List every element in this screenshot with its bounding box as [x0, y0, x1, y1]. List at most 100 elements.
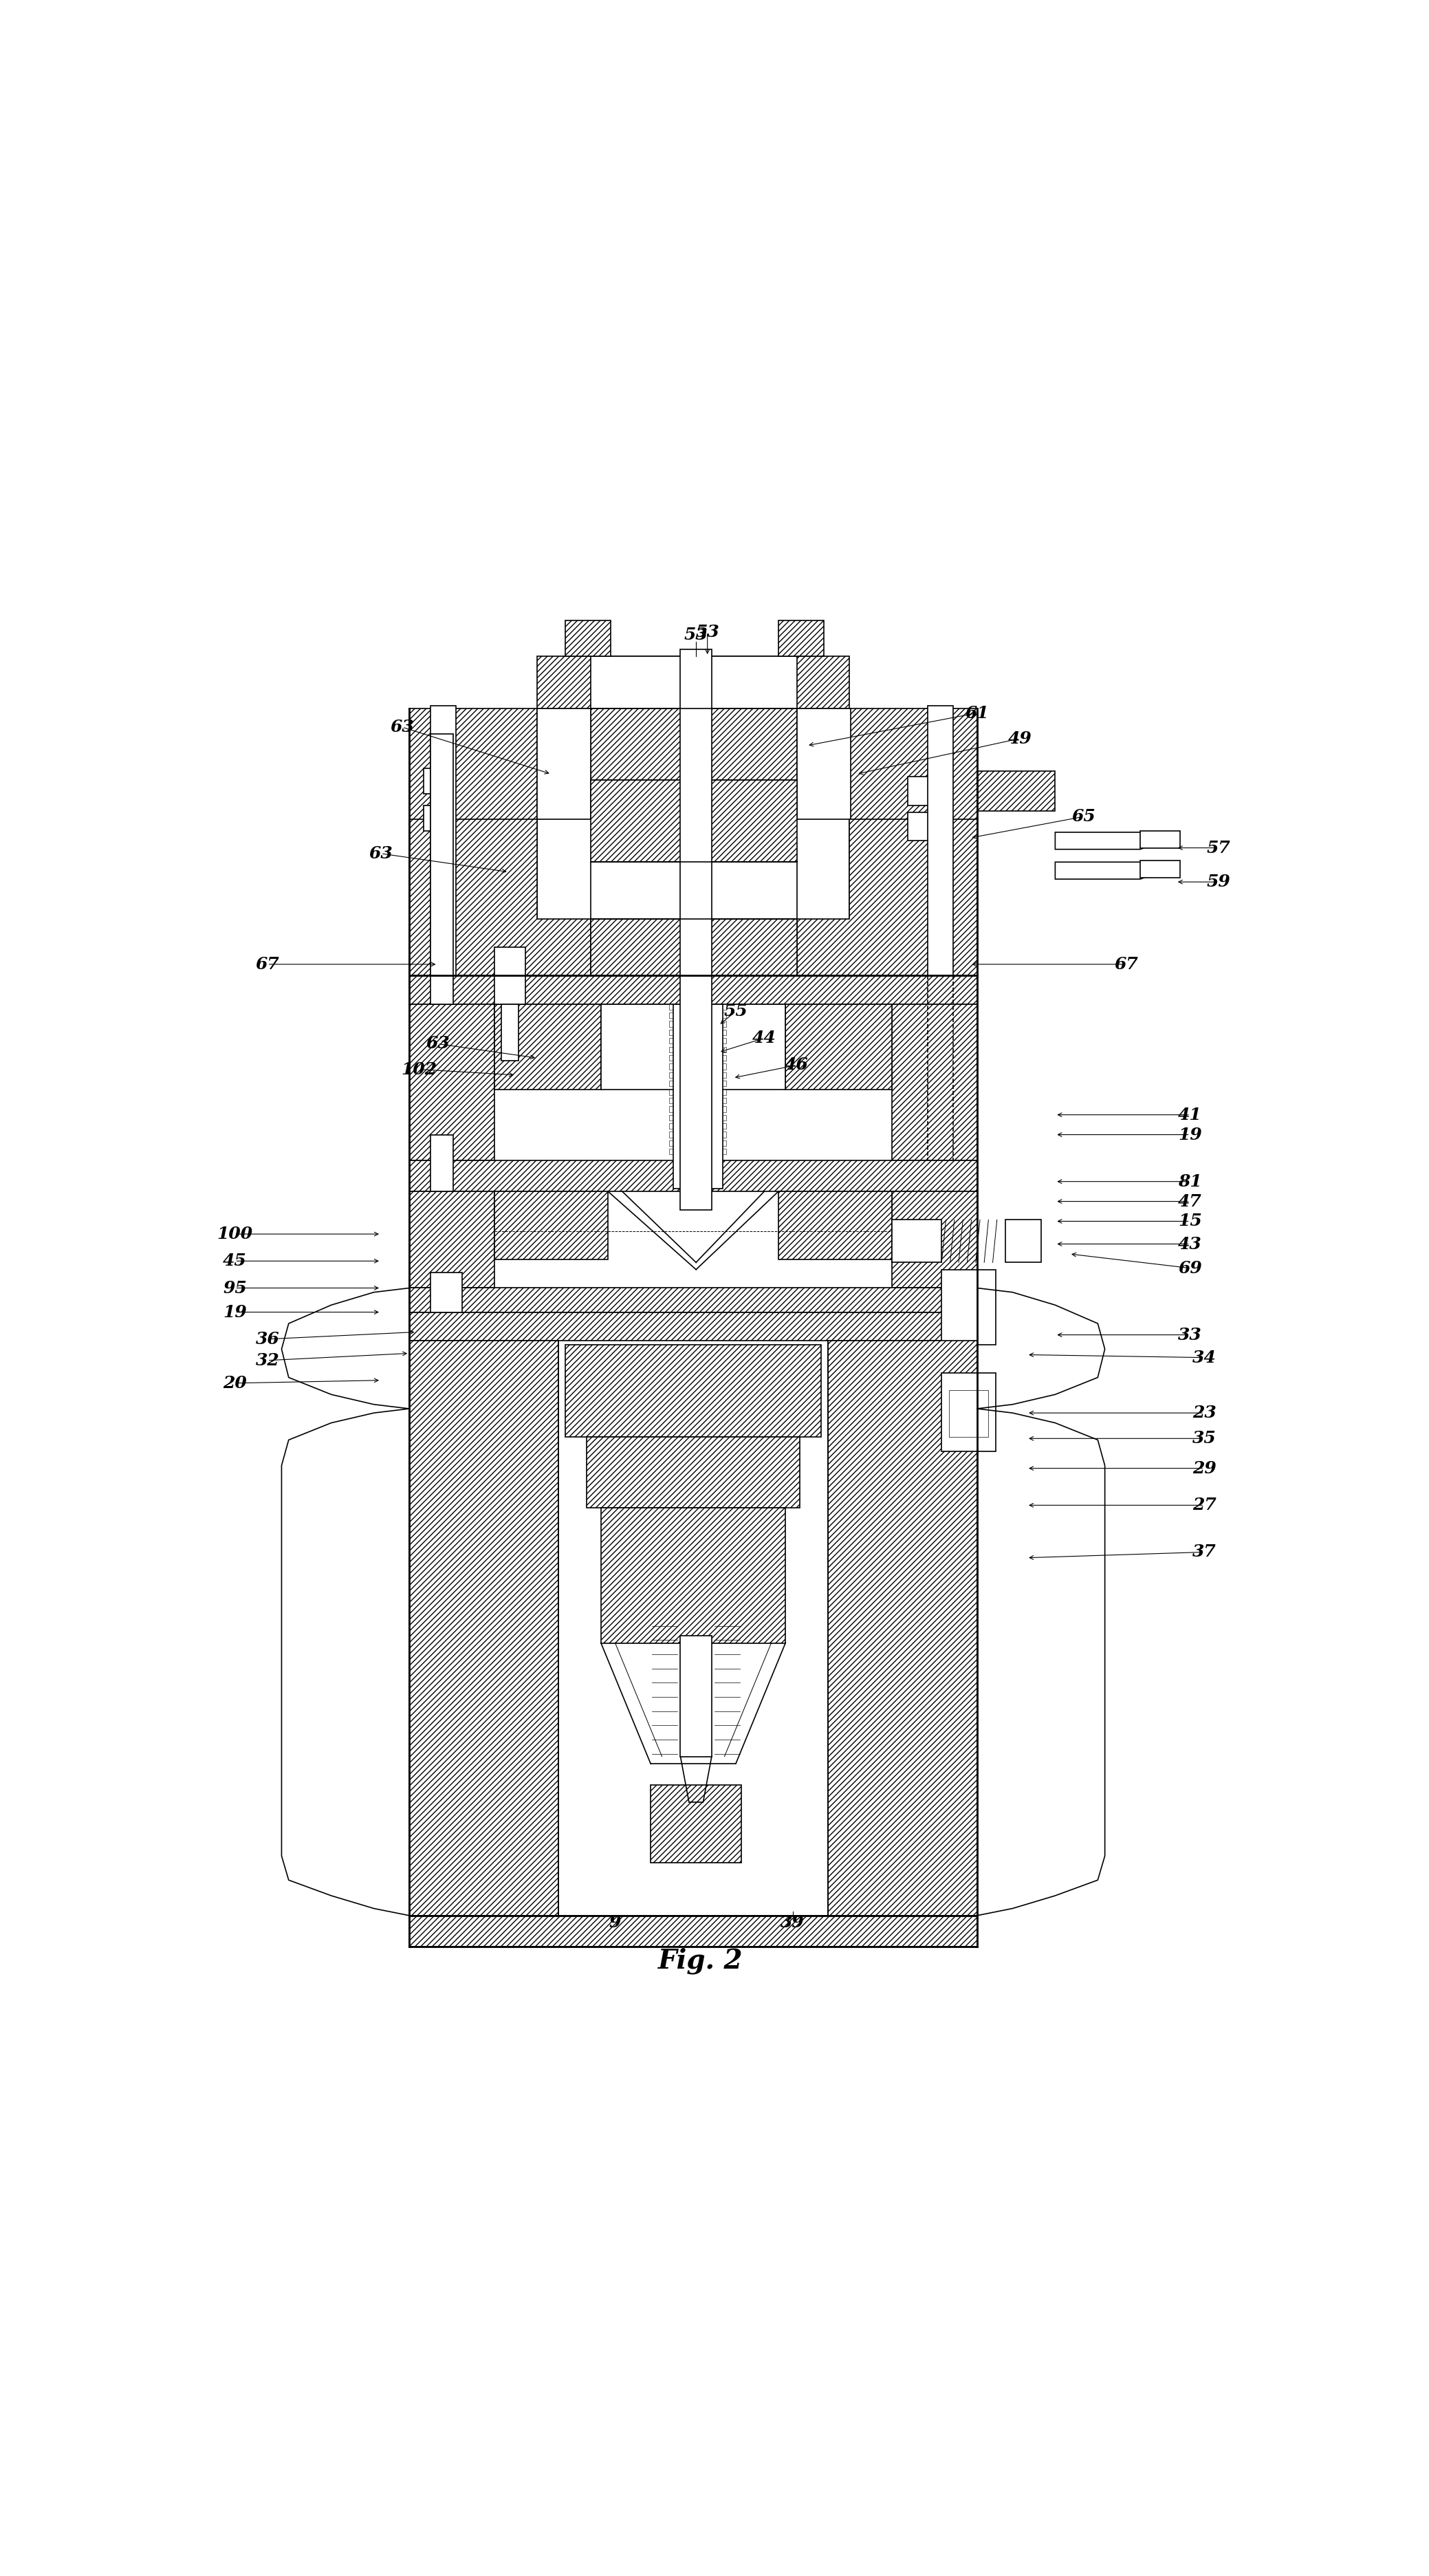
Text: 65: 65 — [1072, 809, 1096, 824]
Bar — [669, 1072, 726, 1077]
Polygon shape — [409, 708, 537, 976]
Text: 100: 100 — [217, 1226, 253, 1242]
Bar — [942, 1270, 996, 1345]
Text: 19: 19 — [223, 1303, 247, 1321]
Bar — [669, 1090, 726, 1095]
Bar — [423, 806, 454, 832]
Bar — [680, 649, 712, 1211]
Text: 102: 102 — [402, 1061, 437, 1077]
Bar — [669, 1012, 726, 1018]
Bar — [927, 706, 953, 976]
Polygon shape — [566, 1345, 820, 1437]
Polygon shape — [602, 1507, 786, 1643]
Polygon shape — [977, 1288, 1105, 1409]
Text: 34: 34 — [1192, 1350, 1216, 1365]
Bar — [602, 1005, 786, 1090]
Text: 67: 67 — [256, 956, 279, 974]
Bar — [494, 948, 526, 1005]
Text: 32: 32 — [256, 1352, 279, 1368]
Polygon shape — [977, 1409, 1105, 1917]
Bar — [669, 1131, 726, 1139]
Polygon shape — [537, 657, 849, 708]
Text: 61: 61 — [965, 706, 989, 721]
Text: 95: 95 — [223, 1280, 247, 1296]
Bar — [669, 1097, 726, 1103]
Text: 59: 59 — [1206, 873, 1230, 891]
Bar — [502, 1005, 519, 1061]
Text: 47: 47 — [1177, 1193, 1202, 1211]
Polygon shape — [409, 1193, 494, 1288]
Text: 37: 37 — [1192, 1543, 1216, 1561]
Polygon shape — [409, 1005, 494, 1159]
Text: 33: 33 — [1177, 1327, 1202, 1342]
Text: 44: 44 — [752, 1030, 776, 1046]
Bar — [430, 734, 453, 1005]
Text: 81: 81 — [1177, 1172, 1202, 1190]
Polygon shape — [827, 1340, 977, 1917]
Polygon shape — [1055, 863, 1152, 878]
Polygon shape — [849, 708, 977, 976]
Text: 27: 27 — [1192, 1497, 1216, 1515]
Bar — [669, 1123, 726, 1128]
Bar — [669, 1020, 726, 1028]
Text: 15: 15 — [1177, 1213, 1202, 1229]
Text: 19: 19 — [1177, 1126, 1202, 1144]
Bar — [669, 1141, 726, 1146]
Polygon shape — [409, 819, 592, 976]
Bar — [673, 1005, 723, 1188]
Bar — [892, 1221, 942, 1262]
Polygon shape — [786, 1005, 892, 1090]
Text: 69: 69 — [1177, 1260, 1202, 1275]
Polygon shape — [282, 1288, 409, 1409]
Bar — [1140, 832, 1180, 848]
Polygon shape — [409, 1917, 977, 1947]
Text: 67: 67 — [1115, 956, 1137, 974]
Polygon shape — [592, 708, 797, 781]
Polygon shape — [494, 1193, 609, 1260]
Text: 63: 63 — [426, 1036, 450, 1051]
Text: 49: 49 — [1007, 729, 1032, 747]
Text: 57: 57 — [1206, 840, 1230, 855]
Bar — [430, 1133, 453, 1193]
Bar — [949, 1391, 989, 1437]
Bar — [669, 1038, 726, 1043]
Polygon shape — [282, 1409, 409, 1917]
Text: 63: 63 — [369, 845, 393, 863]
Bar — [592, 863, 797, 920]
Bar — [669, 1005, 726, 1010]
Text: 46: 46 — [785, 1056, 809, 1074]
Bar — [779, 621, 823, 657]
Bar — [1006, 1221, 1040, 1262]
Bar — [977, 770, 1055, 811]
Text: 63: 63 — [390, 719, 414, 734]
Text: 39: 39 — [780, 1914, 805, 1932]
Text: 20: 20 — [223, 1376, 247, 1391]
Polygon shape — [587, 1437, 800, 1507]
Bar — [907, 778, 943, 806]
Text: 41: 41 — [1177, 1108, 1202, 1123]
Bar — [669, 1149, 726, 1154]
Bar — [797, 708, 850, 819]
Polygon shape — [409, 1311, 977, 1340]
Text: 43: 43 — [1177, 1236, 1202, 1252]
Polygon shape — [409, 1340, 559, 1917]
Polygon shape — [1055, 832, 1152, 850]
Text: 55: 55 — [725, 1002, 747, 1020]
Bar — [669, 1082, 726, 1087]
Bar — [680, 1636, 712, 1757]
Text: 53: 53 — [684, 626, 707, 644]
Bar — [669, 1064, 726, 1069]
Polygon shape — [797, 819, 977, 976]
Bar — [592, 657, 797, 708]
Polygon shape — [409, 976, 977, 1005]
Bar — [537, 708, 592, 819]
Bar — [669, 1115, 726, 1121]
Polygon shape — [409, 1159, 977, 1193]
Text: Fig. 2: Fig. 2 — [657, 1947, 743, 1973]
Bar — [430, 706, 456, 976]
Text: 36: 36 — [256, 1332, 279, 1347]
Polygon shape — [494, 1005, 602, 1090]
Polygon shape — [650, 1785, 742, 1862]
Bar — [423, 768, 454, 793]
Bar — [422, 1340, 462, 1355]
